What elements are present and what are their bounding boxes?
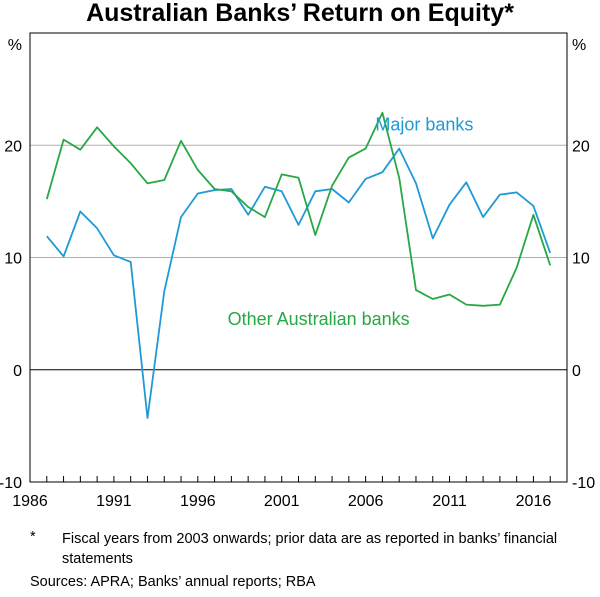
y-tick-labels-left: -10 0 10 20 (0, 138, 22, 492)
y-tick-label-right: 20 (572, 138, 590, 155)
series-line-other-australian-banks (45, 111, 552, 307)
sources-note: Sources: APRA; Banks’ annual reports; RB… (30, 574, 316, 590)
x-tick-labels: 1986 1991 1996 2001 2006 2011 2016 (12, 493, 551, 510)
y-tick-label-left: 10 (4, 251, 22, 268)
series-lines (45, 111, 552, 419)
series-label-other-australian-banks: Other Australian banks (228, 309, 410, 329)
x-tick-label: 1996 (180, 493, 216, 510)
series-line-major-banks (46, 147, 552, 419)
y-tick-label-left: 20 (4, 138, 22, 155)
series-label-major-banks: Major banks (375, 115, 473, 135)
x-tick-label: 1986 (12, 493, 48, 510)
y-tick-labels-right: -10 0 10 20 (572, 138, 595, 492)
x-tick-label: 2011 (432, 493, 467, 510)
footnote-text: Fiscal years from 2003 onwards; prior da… (62, 531, 558, 567)
x-axis-ticks (29, 476, 568, 482)
footnote-marker: * (30, 529, 36, 545)
y-tick-label-right: 10 (572, 251, 590, 268)
y-tick-label-left: -10 (0, 475, 22, 492)
y-axis-unit-right: % (572, 37, 586, 54)
y-tick-label-right: -10 (572, 475, 595, 492)
x-tick-label: 2006 (348, 493, 384, 510)
chart-title: Australian Banks’ Return on Equity* (86, 0, 514, 27)
y-tick-label-left: 0 (13, 363, 22, 380)
chart: Australian Banks’ Return on Equity* % % … (0, 0, 595, 510)
x-tick-label: 2001 (264, 493, 300, 510)
y-axis-unit-left: % (8, 37, 22, 54)
y-tick-label-right: 0 (572, 363, 581, 380)
x-tick-label: 1991 (96, 493, 132, 510)
x-tick-label: 2016 (516, 493, 552, 510)
